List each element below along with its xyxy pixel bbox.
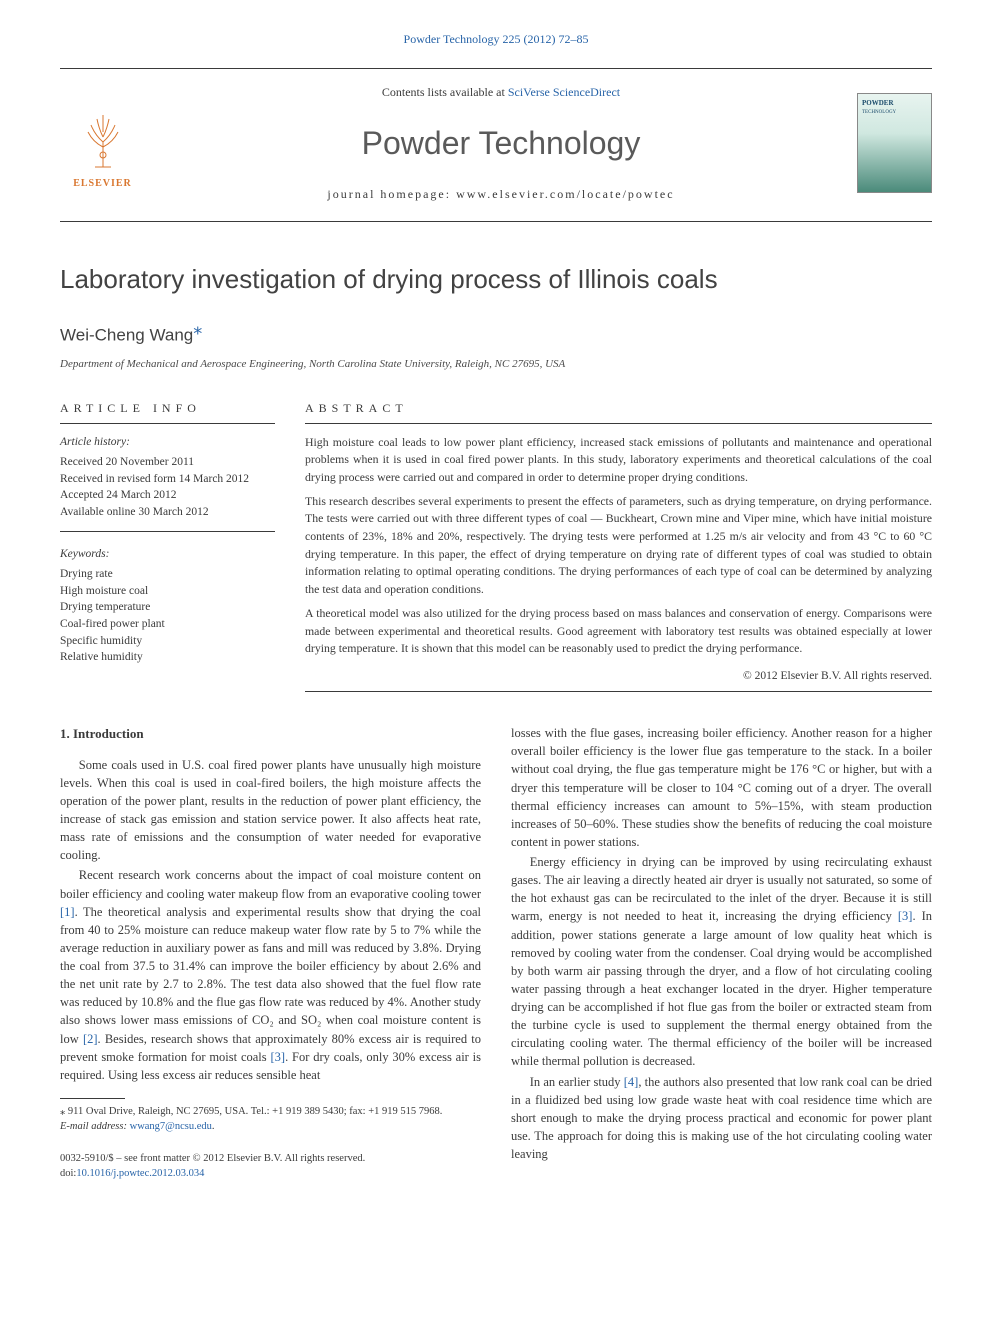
publisher-logo: ELSEVIER	[60, 96, 145, 191]
keyword-4: Specific humidity	[60, 633, 275, 650]
corresponding-author-footnote: ⁎ 911 Oval Drive, Raleigh, NC 27695, USA…	[60, 1105, 481, 1120]
body-columns: 1. Introduction Some coals used in U.S. …	[60, 724, 932, 1182]
article-info-heading: article info	[60, 399, 275, 424]
body-left-p2: Recent research work concerns about the …	[60, 866, 481, 1084]
abstract-bottom-rule	[305, 691, 932, 692]
homepage-url: www.elsevier.com/locate/powtec	[456, 187, 675, 201]
ref-4-link[interactable]: [4]	[624, 1075, 639, 1089]
abstract-p1: High moisture coal leads to low power pl…	[305, 434, 932, 487]
keywords-block: Keywords: Drying rate High moisture coal…	[60, 546, 275, 676]
author-email-link[interactable]: wwang7@ncsu.edu	[130, 1121, 212, 1132]
keyword-0: Drying rate	[60, 566, 275, 583]
doi-line: doi:10.1016/j.powtec.2012.03.034	[60, 1167, 481, 1182]
body-left-column: 1. Introduction Some coals used in U.S. …	[60, 724, 481, 1182]
body-right-p1: losses with the flue gases, increasing b…	[511, 724, 932, 851]
history-online: Available online 30 March 2012	[60, 504, 275, 521]
keyword-3: Coal-fired power plant	[60, 616, 275, 633]
header-center: Contents lists available at SciVerse Sci…	[145, 83, 857, 203]
email-footnote: E-mail address: wwang7@ncsu.edu.	[60, 1120, 481, 1135]
ref-3b-link[interactable]: [3]	[898, 909, 913, 923]
article-history-block: Article history: Received 20 November 20…	[60, 434, 275, 532]
abstract-p2: This research describes several experime…	[305, 493, 932, 599]
section-1-heading: 1. Introduction	[60, 724, 481, 744]
citation-link[interactable]: Powder Technology 225 (2012) 72–85	[404, 32, 589, 46]
article-info-column: article info Article history: Received 2…	[60, 399, 275, 693]
cover-title: POWDER	[862, 98, 927, 109]
info-abstract-row: article info Article history: Received 2…	[60, 399, 932, 693]
top-citation: Powder Technology 225 (2012) 72–85	[60, 30, 932, 48]
abstract-column: abstract High moisture coal leads to low…	[305, 399, 932, 693]
history-accepted: Accepted 24 March 2012	[60, 487, 275, 504]
keyword-5: Relative humidity	[60, 649, 275, 666]
history-label: Article history:	[60, 434, 275, 451]
sciencedirect-link[interactable]: SciVerse ScienceDirect	[508, 85, 620, 99]
email-label: E-mail address:	[60, 1121, 130, 1132]
keyword-1: High moisture coal	[60, 583, 275, 600]
body-right-p2: Energy efficiency in drying can be impro…	[511, 853, 932, 1071]
journal-name: Powder Technology	[165, 119, 837, 167]
article-title: Laboratory investigation of drying proce…	[60, 260, 932, 299]
abstract-text: High moisture coal leads to low power pl…	[305, 434, 932, 658]
keyword-2: Drying temperature	[60, 599, 275, 616]
doi-link[interactable]: 10.1016/j.powtec.2012.03.034	[76, 1168, 204, 1179]
publisher-name: ELSEVIER	[73, 176, 132, 191]
homepage-prefix: journal homepage:	[327, 187, 456, 201]
journal-cover-thumbnail: POWDER TECHNOLOGY	[857, 93, 932, 193]
keywords-label: Keywords:	[60, 546, 275, 563]
doi-block: 0032-5910/$ – see front matter © 2012 El…	[60, 1152, 481, 1181]
elsevier-tree-icon	[73, 107, 133, 172]
doi-prefix: doi:	[60, 1168, 76, 1179]
contents-lists-line: Contents lists available at SciVerse Sci…	[165, 83, 837, 101]
history-received: Received 20 November 2011	[60, 454, 275, 471]
ref-1-link[interactable]: [1]	[60, 905, 75, 919]
footnote-separator	[60, 1098, 125, 1099]
journal-homepage: journal homepage: www.elsevier.com/locat…	[165, 185, 837, 203]
ref-3a-link[interactable]: [3]	[270, 1050, 285, 1064]
author-name: Wei-Cheng Wang	[60, 326, 193, 345]
body-right-column: losses with the flue gases, increasing b…	[511, 724, 932, 1182]
ref-2-link[interactable]: [2]	[83, 1032, 98, 1046]
cover-subtitle: TECHNOLOGY	[862, 109, 927, 117]
abstract-p3: A theoretical model was also utilized fo…	[305, 605, 932, 658]
body-left-p1: Some coals used in U.S. coal fired power…	[60, 756, 481, 865]
body-right-p3: In an earlier study [4], the authors als…	[511, 1073, 932, 1164]
author-affiliation: Department of Mechanical and Aerospace E…	[60, 356, 932, 373]
author-line: Wei-Cheng Wang⁎	[60, 315, 932, 348]
front-matter-line: 0032-5910/$ – see front matter © 2012 El…	[60, 1152, 481, 1167]
journal-header: ELSEVIER Contents lists available at Sci…	[60, 68, 932, 222]
abstract-copyright: © 2012 Elsevier B.V. All rights reserved…	[305, 668, 932, 685]
history-revised: Received in revised form 14 March 2012	[60, 471, 275, 488]
abstract-heading: abstract	[305, 399, 932, 424]
corresponding-author-icon: ⁎	[193, 318, 202, 338]
contents-prefix: Contents lists available at	[382, 85, 508, 99]
